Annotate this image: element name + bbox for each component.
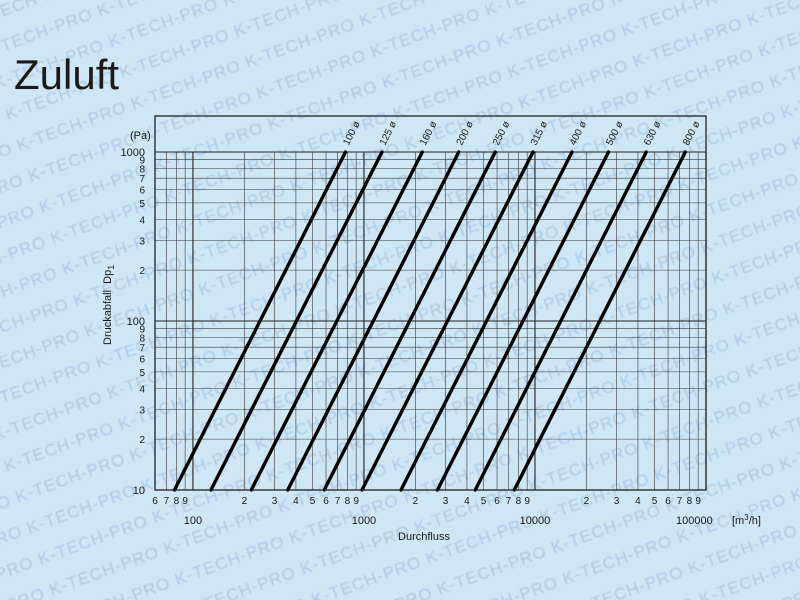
svg-text:5: 5: [139, 368, 145, 379]
svg-text:3: 3: [139, 236, 145, 247]
svg-text:10: 10: [133, 485, 145, 497]
svg-text:7: 7: [139, 343, 145, 354]
svg-text:500 ø: 500 ø: [604, 120, 625, 148]
svg-text:9: 9: [695, 496, 701, 507]
svg-text:4: 4: [464, 496, 470, 507]
svg-text:5: 5: [652, 496, 658, 507]
svg-text:6: 6: [494, 496, 500, 507]
svg-text:9: 9: [182, 496, 188, 507]
svg-text:160 ø: 160 ø: [418, 120, 439, 148]
svg-text:100: 100: [184, 515, 202, 527]
svg-text:7: 7: [506, 496, 512, 507]
svg-text:3: 3: [614, 496, 620, 507]
svg-text:3: 3: [443, 496, 449, 507]
svg-text:2: 2: [139, 435, 145, 446]
svg-text:8: 8: [687, 496, 693, 507]
svg-text:400 ø: 400 ø: [568, 120, 589, 148]
svg-text:2: 2: [139, 266, 145, 277]
svg-text:4: 4: [635, 496, 641, 507]
svg-text:6: 6: [665, 496, 671, 507]
svg-text:5: 5: [139, 199, 145, 210]
svg-text:6: 6: [139, 354, 145, 365]
svg-text:10000: 10000: [520, 515, 551, 527]
svg-text:630 ø: 630 ø: [642, 120, 663, 148]
svg-text:1000: 1000: [352, 515, 376, 527]
svg-text:1000: 1000: [121, 147, 145, 159]
svg-text:250 ø: 250 ø: [491, 120, 512, 148]
svg-text:800 ø: 800 ø: [681, 120, 702, 148]
svg-text:4: 4: [139, 215, 145, 226]
svg-text:2: 2: [413, 496, 419, 507]
svg-text:100 ø: 100 ø: [341, 120, 362, 148]
svg-text:100000: 100000: [676, 515, 713, 527]
svg-text:315 ø: 315 ø: [529, 120, 550, 148]
svg-text:7: 7: [139, 174, 145, 185]
svg-text:6: 6: [323, 496, 329, 507]
svg-text:3: 3: [139, 405, 145, 416]
svg-text:2: 2: [242, 496, 248, 507]
svg-text:4: 4: [139, 384, 145, 395]
svg-text:2: 2: [584, 496, 590, 507]
svg-text:7: 7: [677, 496, 683, 507]
svg-text:200 ø: 200 ø: [455, 120, 476, 148]
svg-text:100: 100: [127, 316, 145, 328]
svg-text:7: 7: [164, 496, 170, 507]
svg-text:6: 6: [152, 496, 158, 507]
svg-text:125 ø: 125 ø: [378, 120, 399, 148]
svg-text:8: 8: [516, 496, 522, 507]
svg-text:5: 5: [310, 496, 316, 507]
svg-text:5: 5: [481, 496, 487, 507]
svg-text:4: 4: [293, 496, 299, 507]
svg-text:8: 8: [345, 496, 351, 507]
svg-text:8: 8: [174, 496, 180, 507]
svg-text:3: 3: [272, 496, 278, 507]
svg-text:9: 9: [524, 496, 530, 507]
svg-text:6: 6: [139, 185, 145, 196]
svg-text:[m3/h]: [m3/h]: [732, 513, 761, 527]
svg-text:9: 9: [353, 496, 359, 507]
svg-text:7: 7: [335, 496, 341, 507]
